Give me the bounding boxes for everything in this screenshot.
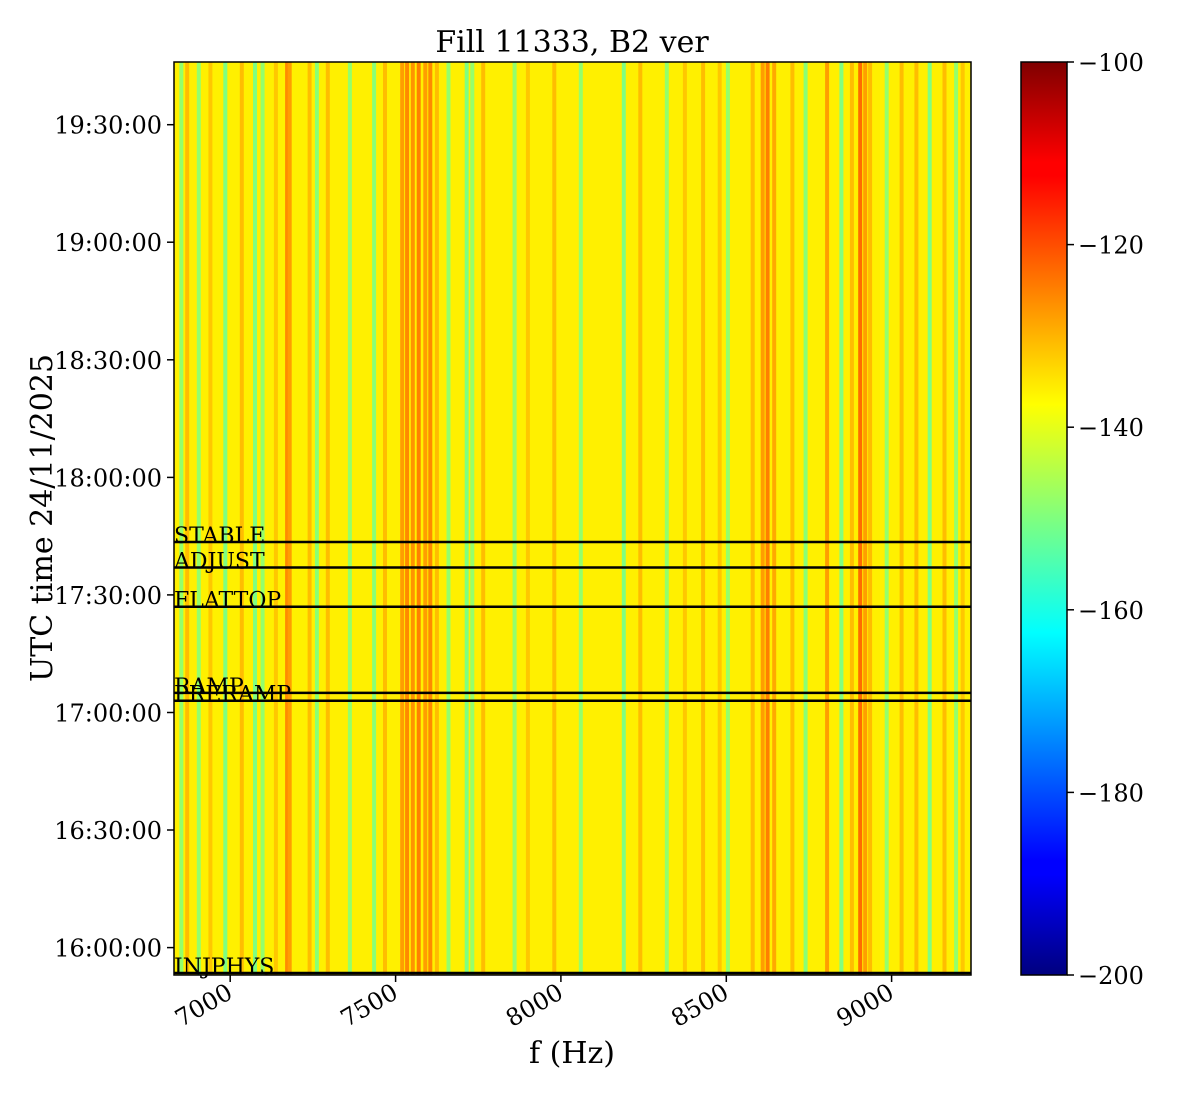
spectral-line — [858, 62, 863, 975]
spectral-line — [954, 62, 959, 975]
spectral-line — [803, 62, 808, 975]
spectral-line — [578, 62, 583, 975]
heatmap — [174, 62, 971, 975]
y-tick-label: 16:00:00 — [54, 935, 162, 963]
y-tick-label: 17:00:00 — [54, 700, 162, 728]
event-label-stable: STABLE — [174, 524, 265, 549]
spectral-line — [470, 62, 475, 975]
spectral-line — [942, 62, 947, 975]
x-tick-label: 7000 — [170, 978, 237, 1033]
x-tick-label: 9000 — [832, 978, 899, 1033]
spectral-line — [682, 62, 687, 975]
spectral-line — [405, 62, 410, 975]
spectral-line — [325, 62, 330, 975]
colorbar-tick-label: −100 — [1078, 49, 1144, 77]
spectral-line — [423, 62, 428, 975]
spectral-line — [750, 62, 755, 975]
spectral-line — [372, 62, 377, 975]
spectral-line — [223, 62, 228, 975]
spectral-line — [621, 62, 626, 975]
spectral-line — [285, 62, 290, 975]
spectral-line — [481, 62, 486, 975]
spectral-line — [253, 62, 257, 975]
spectral-line — [287, 62, 292, 975]
spectral-line — [400, 62, 405, 975]
spectral-line — [899, 62, 904, 975]
colorbar-axis: −100 −120 −140 −160 −180 −200 — [1067, 49, 1144, 990]
spectral-line — [664, 62, 669, 975]
spectral-line — [512, 62, 517, 975]
spectral-line — [347, 62, 352, 975]
y-axis: 16:00:00 16:30:00 17:00:00 17:30:00 18:00:00… — [54, 112, 174, 963]
spectral-line — [725, 62, 730, 975]
spectral-line — [552, 62, 557, 975]
y-tick-label: 19:30:00 — [54, 112, 162, 140]
spectral-line — [717, 62, 722, 975]
spectral-line — [790, 62, 795, 975]
spectral-line — [884, 62, 889, 975]
spectral-line — [416, 62, 421, 975]
y-tick-label: 17:30:00 — [54, 582, 162, 610]
spectral-line — [434, 62, 439, 975]
colorbar-tick-label: −140 — [1078, 414, 1144, 442]
spectral-line — [839, 62, 844, 975]
spectral-line — [208, 62, 213, 975]
spectral-line — [638, 62, 643, 975]
y-tick-label: 18:30:00 — [54, 347, 162, 375]
spectral-line — [446, 62, 451, 975]
x-axis: 7000 7500 8000 8500 9000 — [170, 975, 899, 1033]
spectral-line — [239, 62, 244, 975]
spectral-line — [772, 62, 777, 975]
spectral-line — [927, 62, 932, 975]
event-markers — [174, 540, 971, 975]
event-label-adjust: ADJUST — [173, 550, 265, 575]
x-axis-label: f (Hz) — [529, 1036, 615, 1071]
event-label-injphys: INJPHYS — [174, 955, 274, 980]
colorbar-tick-label: −180 — [1078, 779, 1144, 807]
spectral-line — [314, 62, 319, 975]
spectral-line — [525, 62, 530, 975]
spectral-line — [960, 62, 965, 975]
spectral-line — [260, 62, 265, 975]
colorbar-tick-label: −120 — [1078, 232, 1144, 260]
event-label-preramp: PRERAMP — [174, 683, 291, 708]
spectral-line — [307, 62, 312, 975]
spectral-line — [179, 62, 184, 975]
spectral-line — [185, 62, 190, 975]
spectral-line — [849, 62, 854, 975]
y-axis-label: UTC time 24/11/2025 — [25, 354, 60, 682]
spectral-line — [914, 62, 919, 975]
spectral-line — [765, 62, 770, 975]
x-tick-label: 8000 — [501, 978, 568, 1033]
spectral-line — [701, 62, 706, 975]
heatmap-background — [174, 62, 971, 975]
spectral-line — [383, 62, 387, 975]
plot-frame — [173, 61, 972, 976]
spectral-line — [464, 62, 469, 975]
colorbar-tick-label: −160 — [1078, 597, 1144, 625]
spectral-line — [760, 62, 765, 975]
event-label-flattop: FLATTOP — [174, 589, 281, 614]
spectral-line — [410, 62, 415, 975]
colorbar-tick-label: −200 — [1078, 962, 1144, 990]
spectral-line — [428, 62, 433, 975]
colorbar — [1020, 61, 1068, 976]
y-tick-label: 19:00:00 — [54, 229, 162, 257]
x-tick-label: 8500 — [666, 978, 733, 1033]
spectral-line — [868, 62, 873, 975]
spectral-line — [825, 62, 830, 975]
chart-title: Fill 11333, B2 ver — [435, 25, 709, 60]
spectral-line — [196, 62, 201, 975]
spectral-line — [273, 62, 278, 975]
event-label-ramp: RAMP — [174, 675, 244, 700]
spectral-line — [863, 62, 868, 975]
y-tick-label: 16:30:00 — [54, 817, 162, 845]
y-tick-label: 18:00:00 — [54, 464, 162, 492]
x-tick-label: 7500 — [336, 978, 403, 1033]
